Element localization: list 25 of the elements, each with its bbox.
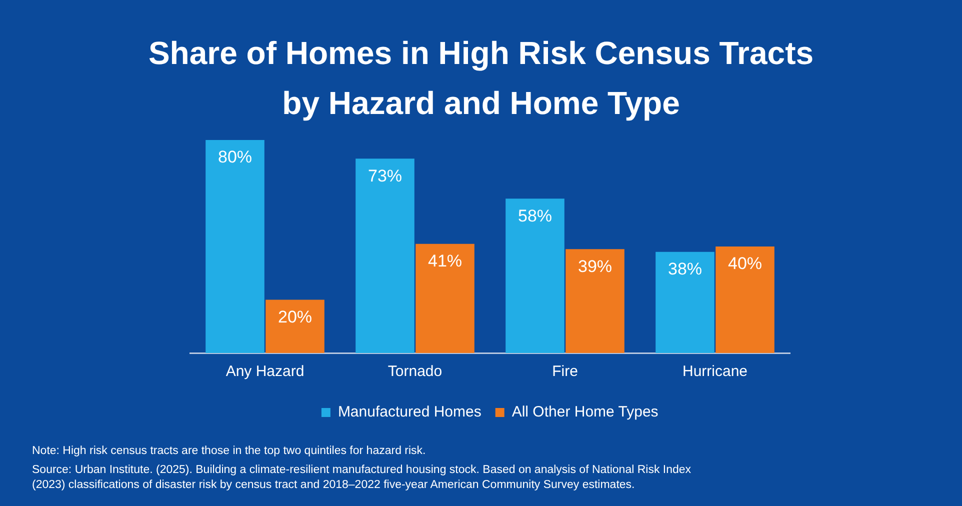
data-label: 20%: [278, 307, 312, 326]
data-label: 40%: [728, 254, 762, 274]
data-label: 41%: [428, 252, 462, 271]
data-label: 80%: [218, 148, 252, 167]
bar: [566, 249, 624, 353]
data-label: 38%: [668, 260, 702, 279]
data-label: 58%: [518, 206, 552, 226]
data-label: 73%: [368, 166, 402, 186]
bar: [356, 158, 414, 353]
legend-label: All Other Home Types: [512, 404, 658, 421]
text: Note: High risk census tracts are those in the top two quintiles for hazard risk.: [32, 444, 427, 459]
chart-title: Share of Homes in High Risk Census Tracts by Hazard and Home Type: [147, 34, 815, 123]
bar: [716, 246, 774, 353]
x-tick-label: Any Hazard: [226, 363, 304, 380]
bar: [656, 252, 714, 353]
data-label: 39%: [578, 256, 612, 276]
x-tick-label: Fire: [552, 363, 578, 380]
x-tick-label: Tornado: [388, 363, 442, 380]
bar: [266, 300, 324, 353]
x-tick-label: Hurricane: [682, 363, 748, 380]
legend-label: Manufactured Homes: [338, 404, 482, 421]
source-note: Source: Urban Institute. (2025). Building a climate-resilient manufactured housing stock. Based on analysis of National Risk Index (2023) classifications of disaster risk by census tract and 2018–2022 five-year American Community Survey estimates.: [32, 463, 692, 493]
bar: [206, 140, 264, 353]
bar: [416, 244, 474, 353]
bar: [506, 198, 564, 353]
